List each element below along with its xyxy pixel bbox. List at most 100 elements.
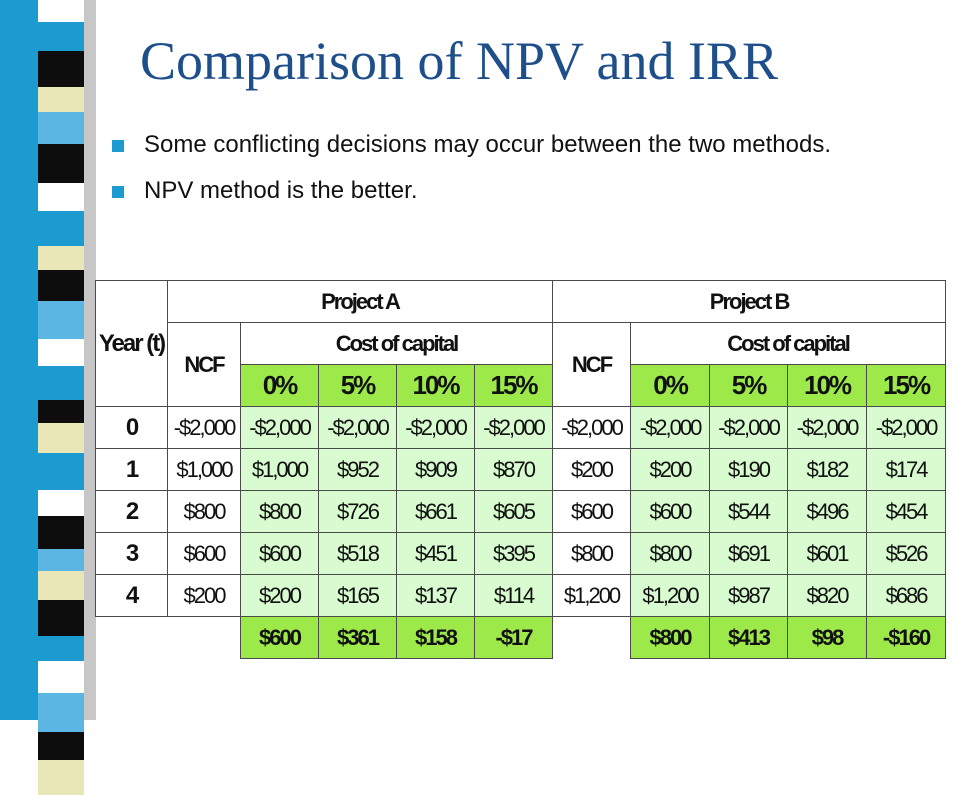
stripe-block xyxy=(38,0,84,22)
table-cell: $686 xyxy=(866,574,947,617)
table-cell: $661 xyxy=(396,490,475,533)
table-cell: $800 xyxy=(240,490,319,533)
stripe-block xyxy=(38,636,84,661)
stripe-block xyxy=(38,423,84,453)
stripe-block xyxy=(38,22,84,51)
table-cell: -$2,000 xyxy=(240,406,319,449)
bullet-list: Some conflicting decisions may occur bet… xyxy=(112,128,932,220)
stripe-block xyxy=(38,571,84,600)
table-cell: -$2,000 xyxy=(787,406,868,449)
table-cell: $1,000 xyxy=(167,448,241,491)
table-cell: $395 xyxy=(473,532,554,575)
year-header: Year (t) xyxy=(95,280,168,407)
empty-cell xyxy=(167,616,241,659)
ncf-header-a: NCF xyxy=(167,322,241,407)
stripe-block xyxy=(38,211,84,246)
stripe-blocks xyxy=(38,0,84,795)
table-cell: -$2,000 xyxy=(318,406,397,449)
stripe-block xyxy=(38,246,84,270)
table-cell: -$2,000 xyxy=(630,406,711,449)
rate-header: 15% xyxy=(473,364,554,407)
total-cell: $413 xyxy=(709,616,789,659)
rate-header: 10% xyxy=(396,364,475,407)
stripe-block xyxy=(38,490,84,516)
stripe-block xyxy=(38,549,84,571)
stripe-block xyxy=(38,661,84,693)
total-cell: $800 xyxy=(630,616,711,659)
table-cell: $200 xyxy=(167,574,241,617)
cost-of-capital-header-b: Cost of capital xyxy=(630,322,947,365)
total-cell: -$160 xyxy=(866,616,947,659)
empty-cell xyxy=(552,616,631,659)
stripe-block xyxy=(38,760,84,795)
npv-comparison-table: Year (t) Project A Project B NCF Cost of… xyxy=(95,280,947,659)
total-cell: $600 xyxy=(240,616,319,659)
stripe-block xyxy=(38,600,84,636)
rate-header: 0% xyxy=(240,364,319,407)
table-cell: $200 xyxy=(630,448,711,491)
stripe-block xyxy=(38,453,84,490)
table-cell: $600 xyxy=(630,490,711,533)
table-cell: $800 xyxy=(167,490,241,533)
table-cell: $200 xyxy=(240,574,319,617)
table-row: 3 $600 $600 $518 $451 $395 $800 $800 $691 $601 $52… xyxy=(95,532,947,575)
bullet-text: NPV method is the better. xyxy=(144,177,418,204)
table-cell: $870 xyxy=(473,448,554,491)
table-row: 2 $800 $800 $726 $661 $605 $600 $600 $544 $496 $45… xyxy=(95,490,947,533)
slide-title: Comparison of NPV and IRR xyxy=(140,31,779,91)
total-cell: $158 xyxy=(396,616,475,659)
year-cell: 1 xyxy=(95,448,168,491)
table-cell: $605 xyxy=(473,490,554,533)
stripe-block xyxy=(38,400,84,423)
stripe-block xyxy=(38,693,84,732)
stripe-block xyxy=(38,339,84,366)
bullet-square-icon xyxy=(112,186,124,198)
stripe-block xyxy=(38,366,84,400)
bullet-text: Some conflicting decisions may occur bet… xyxy=(144,131,832,158)
stripe-block xyxy=(38,301,84,339)
table-cell: -$2,000 xyxy=(396,406,475,449)
table-row: 1 $1,000 $1,000 $952 $909 $870 $200 $200 $190 $18… xyxy=(95,448,947,491)
table-cell: $1,200 xyxy=(630,574,711,617)
stripe-block xyxy=(38,112,84,144)
empty-cell xyxy=(95,616,168,659)
rate-header: 10% xyxy=(787,364,868,407)
table-row: 4 $200 $200 $165 $137 $114 $1,200 $1,200 $987 $82… xyxy=(95,574,947,617)
table-cell: $800 xyxy=(552,532,632,575)
table-cell: $544 xyxy=(709,490,789,533)
rate-header: 5% xyxy=(318,364,397,407)
cost-of-capital-header-a: Cost of capital xyxy=(239,322,554,365)
table-cell: -$2,000 xyxy=(473,406,554,449)
stripe-shadow xyxy=(84,0,96,720)
year-cell: 4 xyxy=(95,574,168,617)
table-row: 0 -$2,000 -$2,000 -$2,000 -$2,000 -$2,000 -$2,… xyxy=(95,406,947,449)
table-cell: $174 xyxy=(866,448,947,491)
table-cell: $190 xyxy=(709,448,789,491)
project-b-header: Project B xyxy=(552,280,947,323)
table-cell: $165 xyxy=(318,574,397,617)
table-cell: $454 xyxy=(866,490,947,533)
stripe-block xyxy=(38,732,84,760)
table-cell: $200 xyxy=(552,448,632,491)
total-cell: -$17 xyxy=(473,616,554,659)
table-cell: $114 xyxy=(473,574,554,617)
decorative-stripe xyxy=(0,0,106,795)
total-cell: $98 xyxy=(787,616,868,659)
stripe-column xyxy=(0,0,38,720)
table-cell: $820 xyxy=(787,574,868,617)
year-cell: 3 xyxy=(95,532,168,575)
table-cell: $952 xyxy=(318,448,397,491)
rate-header: 5% xyxy=(709,364,789,407)
table-cell: $909 xyxy=(396,448,475,491)
table-cell: -$2,000 xyxy=(167,406,241,449)
table-cell: $800 xyxy=(630,532,711,575)
stripe-block xyxy=(38,270,84,301)
table-cell: $496 xyxy=(787,490,868,533)
stripe-block xyxy=(38,183,84,211)
totals-row: $600 $361 $158 -$17 $800 $413 $98 -$160 xyxy=(95,616,947,659)
stripe-block xyxy=(38,51,84,87)
stripe-block xyxy=(38,516,84,549)
table-cell: $726 xyxy=(318,490,397,533)
bullet-item: NPV method is the better. xyxy=(112,174,932,208)
table-cell: -$2,000 xyxy=(709,406,789,449)
